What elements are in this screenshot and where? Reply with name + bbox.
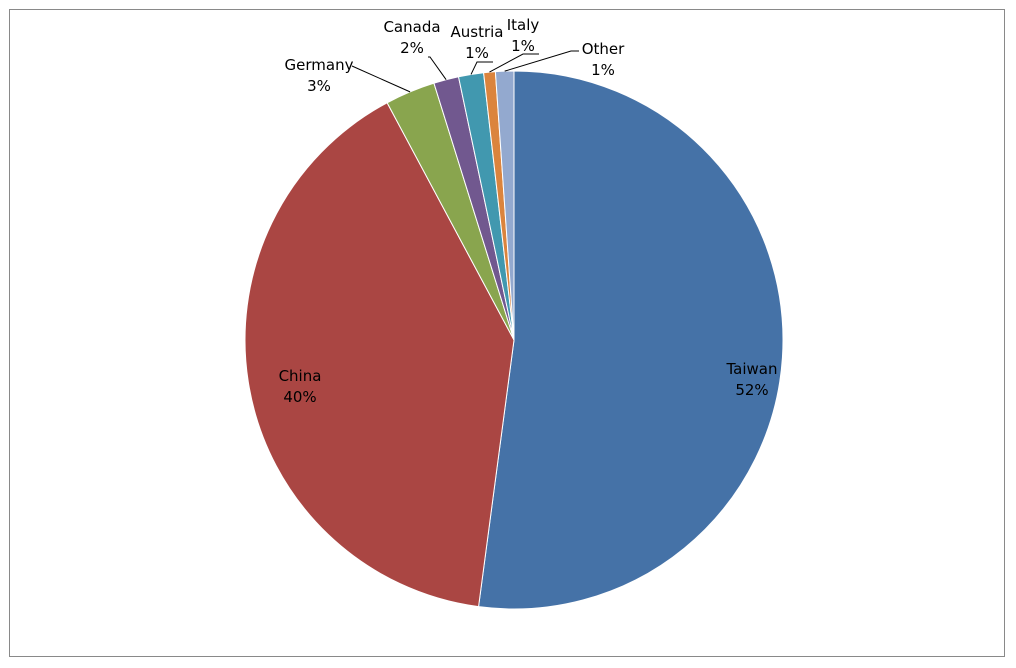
- pie-slice-china: [244, 102, 515, 608]
- label-value-canada: 2%: [400, 39, 424, 57]
- leader-line-italy: [489, 53, 539, 73]
- leader-line-canada: [428, 56, 447, 80]
- label-name-germany: Germany: [285, 56, 354, 74]
- data-label-germany: Germany 3%: [285, 56, 354, 95]
- label-value-austria: 1%: [465, 44, 489, 62]
- data-label-china: China 40%: [279, 367, 322, 406]
- label-name-canada: Canada: [383, 18, 440, 36]
- pie-slices: [244, 70, 784, 610]
- pie-slice-taiwan: [477, 70, 784, 610]
- label-name-china: China: [279, 367, 322, 385]
- leader-lines: [351, 50, 579, 93]
- data-label-canada: Canada 2%: [383, 18, 440, 57]
- label-name-austria: Austria: [451, 23, 504, 41]
- leader-line-austria: [470, 61, 493, 75]
- data-label-other: Other 1%: [582, 40, 625, 79]
- pie-chart: Taiwan 52% China 40% Germany 3% Canada 2% Austri…: [244, 16, 784, 610]
- label-value-china: 40%: [283, 388, 316, 406]
- label-name-italy: Italy: [507, 16, 540, 34]
- label-name-other: Other: [582, 40, 625, 58]
- data-label-austria: Austria 1%: [451, 23, 504, 62]
- label-value-italy: 1%: [511, 37, 535, 55]
- chart-area: Taiwan 52% China 40% Germany 3% Canada 2% Austri…: [9, 9, 1005, 657]
- leader-line-other: [504, 50, 579, 72]
- leader-line-germany: [351, 65, 411, 93]
- data-label-taiwan: Taiwan 52%: [725, 360, 777, 399]
- label-name-taiwan: Taiwan: [725, 360, 777, 378]
- data-label-italy: Italy 1%: [507, 16, 540, 55]
- label-value-other: 1%: [591, 61, 615, 79]
- label-value-taiwan: 52%: [735, 381, 768, 399]
- data-labels: Taiwan 52% China 40% Germany 3% Canada 2% Austri…: [279, 16, 778, 406]
- label-value-germany: 3%: [307, 77, 331, 95]
